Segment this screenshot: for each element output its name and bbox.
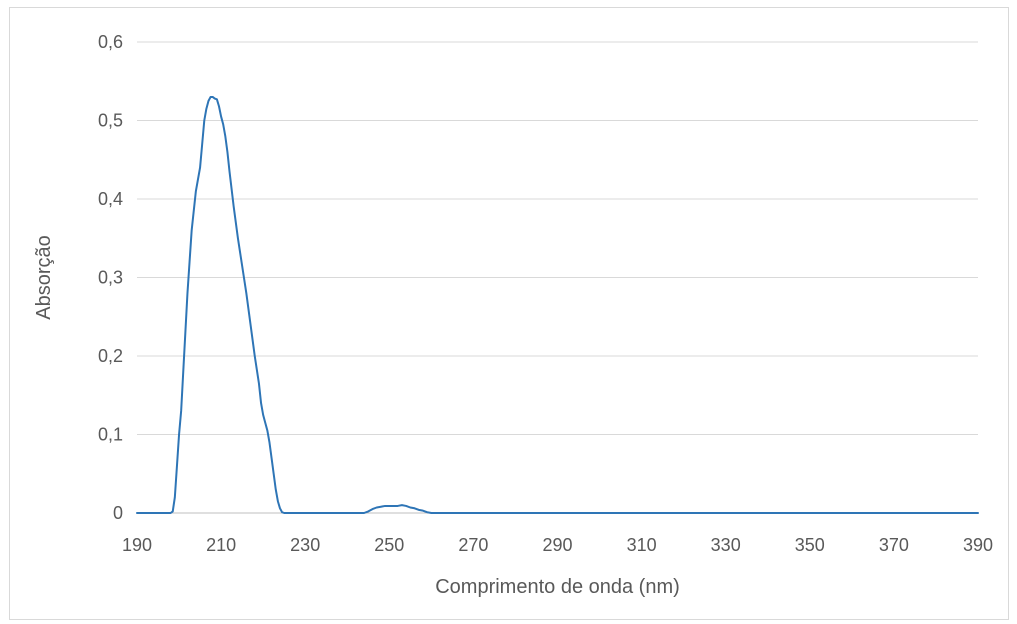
y-tick-label: 0,1 — [98, 425, 123, 445]
y-tick-label: 0,3 — [98, 268, 123, 288]
x-tick-label: 230 — [290, 535, 320, 555]
x-tick-label: 350 — [795, 535, 825, 555]
chart-area: 0 0,1 0,2 0,3 0,4 0,5 0,6 190 210 230 250 270 290 31… — [9, 7, 1009, 620]
y-axis-title: Absorção — [33, 235, 55, 320]
y-axis-ticks: 0 0,1 0,2 0,3 0,4 0,5 0,6 — [98, 32, 123, 523]
series-layer — [136, 95, 979, 514]
x-tick-label: 190 — [122, 535, 152, 555]
x-tick-label: 210 — [206, 535, 236, 555]
gridlines — [137, 41, 978, 514]
y-tick-label: 0,5 — [98, 111, 123, 131]
x-axis-ticks: 190 210 230 250 270 290 310 330 350 370 390 — [122, 535, 993, 555]
x-tick-label: 330 — [711, 535, 741, 555]
x-tick-label: 290 — [542, 535, 572, 555]
x-tick-label: 310 — [627, 535, 657, 555]
absorption-chart: 0 0,1 0,2 0,3 0,4 0,5 0,6 190 210 230 250 270 290 31… — [33, 32, 993, 598]
y-tick-label: 0,4 — [98, 189, 123, 209]
x-tick-label: 370 — [879, 535, 909, 555]
x-axis-title: Comprimento de onda (nm) — [435, 576, 680, 598]
y-tick-label: 0,6 — [98, 32, 123, 52]
y-tick-label: 0,2 — [98, 346, 123, 366]
x-tick-label: 270 — [458, 535, 488, 555]
y-tick-label: 0 — [113, 503, 123, 523]
series-line — [136, 95, 979, 514]
x-tick-label: 250 — [374, 535, 404, 555]
x-tick-label: 390 — [963, 535, 993, 555]
